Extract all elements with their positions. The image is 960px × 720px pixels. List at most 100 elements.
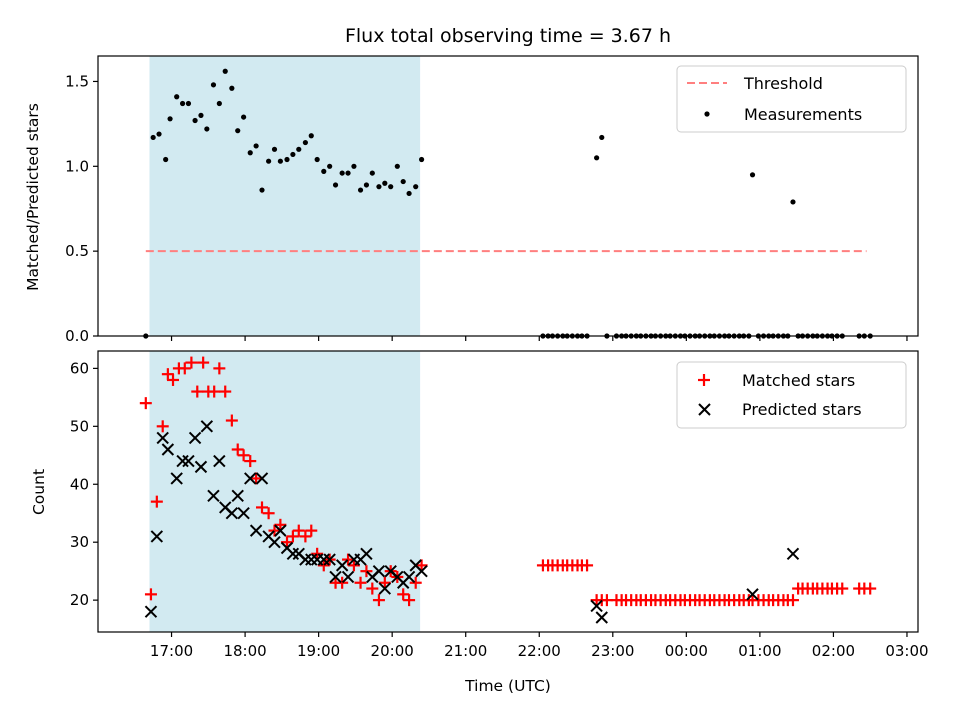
matched-star-point — [167, 373, 180, 386]
x-tick-label: 18:00 — [223, 642, 266, 660]
measurement-point — [594, 155, 600, 161]
matched-star-point — [250, 472, 263, 485]
matched-star-point — [244, 455, 257, 468]
measurement-point — [400, 178, 406, 185]
measurement-point — [351, 163, 357, 169]
bottom-y-axis-label: Count — [30, 469, 48, 515]
predicted-star-point — [194, 460, 208, 474]
predicted-star-point — [231, 489, 244, 503]
matched-star-point — [225, 414, 238, 427]
predicted-star-point — [335, 559, 349, 572]
x-tick-label: 21:00 — [444, 642, 487, 660]
matched-star-point — [274, 518, 287, 531]
predicted-star-point — [746, 588, 759, 601]
matched-star-point — [237, 449, 250, 462]
matched-star-point — [156, 420, 169, 433]
measurement-point — [222, 68, 228, 74]
predicted-star-point — [360, 547, 373, 560]
matched-star-point — [305, 524, 318, 537]
chart-title: Flux total observing time = 3.67 h — [345, 25, 671, 47]
predicted-star-point — [156, 431, 169, 445]
matched-star-point — [311, 547, 324, 560]
bottom-y-ticks: 20 30 40 50 60 — [70, 359, 98, 609]
predicted-star-point — [274, 524, 287, 537]
predicted-star-point — [305, 553, 318, 566]
measurement-point — [192, 117, 198, 124]
matched-star-point — [366, 582, 379, 595]
measurement-point — [321, 168, 327, 174]
y-tick-label: 1.0 — [65, 157, 89, 175]
measurement-point — [253, 143, 259, 149]
matched-star-point — [292, 524, 305, 537]
measurement-point — [247, 150, 253, 156]
measurement-point — [418, 156, 425, 163]
y-tick-label: 1.5 — [65, 72, 89, 90]
predicted-star-point — [161, 443, 175, 456]
x-tick-label: 17:00 — [150, 642, 193, 660]
matched-star-point — [581, 559, 594, 572]
measurement-point — [150, 134, 156, 141]
matched-star-point — [144, 588, 157, 601]
x-tick-label: 22:00 — [518, 642, 561, 660]
measurement-point — [790, 199, 796, 205]
matched-star-point — [191, 385, 204, 398]
measurement-point — [376, 184, 382, 190]
matched-star-point — [372, 594, 385, 607]
matched-star-point — [185, 356, 198, 369]
measurement-point — [406, 190, 412, 197]
predicted-star-point — [317, 553, 330, 566]
matched-star-point — [864, 582, 877, 595]
matched-star-point — [161, 368, 174, 381]
matched-star-point — [268, 524, 281, 537]
measurement-point — [284, 156, 290, 163]
top-y-axis-label: Matched/Predicted stars — [24, 103, 42, 291]
measurement-point — [229, 85, 235, 91]
legend-measurements-label: Measurements — [744, 105, 862, 124]
predicted-star-point — [786, 547, 800, 560]
y-tick-label: 0.5 — [65, 242, 89, 260]
measurement-point — [369, 170, 375, 176]
matched-star-point — [409, 576, 422, 589]
measurement-point — [599, 134, 605, 141]
legend-matched-label: Matched stars — [742, 371, 855, 390]
matched-star-point — [836, 582, 849, 595]
bottom-legend-box — [676, 361, 907, 429]
measurement-point — [156, 131, 162, 137]
measurement-point — [296, 146, 302, 152]
measurement-point — [357, 187, 364, 193]
matched-star-point — [342, 553, 355, 566]
measurement-point — [210, 82, 217, 88]
top-x-ticks — [170, 336, 908, 341]
measurement-point — [394, 163, 400, 169]
measurement-point — [339, 170, 345, 176]
matched-star-point — [281, 536, 294, 549]
measurement-point — [327, 163, 333, 169]
legend-matched-swatch — [698, 374, 710, 386]
matched-star-point — [231, 443, 244, 456]
bottom-axes-frame — [97, 350, 919, 633]
legend-threshold-label: Threshold — [743, 74, 823, 93]
matched-star-point — [360, 565, 373, 578]
matched-star-point — [415, 559, 428, 572]
measurement-point — [332, 182, 339, 188]
legend-predicted-label: Predicted stars — [742, 400, 862, 419]
matched-star-point — [397, 588, 410, 601]
measurement-point — [382, 180, 388, 186]
measurement-point — [290, 151, 296, 158]
predicted-star-point — [225, 507, 239, 520]
x-tick-label: 01:00 — [738, 642, 781, 660]
predicted-star-point — [323, 553, 336, 566]
measurement-point — [277, 158, 283, 164]
matched-star-point — [256, 501, 268, 514]
measurement-point — [216, 100, 222, 107]
top-panel: 0.0 0.5 1.0 1.5 Matched/Predicted stars Thr… — [24, 55, 919, 345]
matched-star-point — [208, 385, 221, 398]
y-tick-label: 50 — [70, 417, 89, 435]
measurement-point — [179, 100, 186, 107]
x-tick-label: 00:00 — [665, 642, 708, 660]
predicted-star-point — [590, 599, 603, 613]
predicted-star-point — [144, 605, 158, 618]
y-tick-label: 40 — [70, 475, 89, 493]
measurement-point — [259, 187, 265, 193]
count-points — [139, 356, 877, 624]
